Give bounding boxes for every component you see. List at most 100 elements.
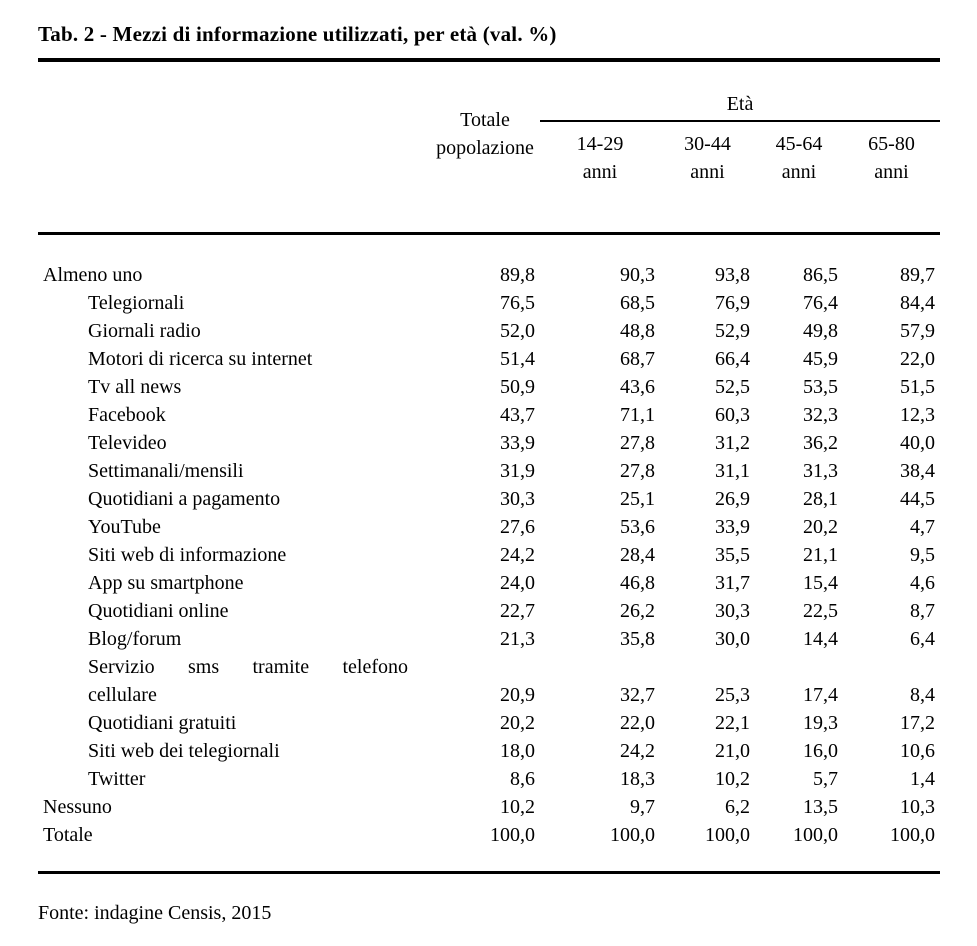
value-cell: 6,2 xyxy=(725,796,750,818)
value-cell: 45,9 xyxy=(803,348,838,370)
value-cell: 60,3 xyxy=(715,404,750,426)
table-row: Telegiornali 76,5 68,5 76,9 76,4 84,4 xyxy=(38,289,940,317)
value-cell: 66,4 xyxy=(715,348,750,370)
value-cell: 20,2 xyxy=(500,712,535,734)
value-cell: 31,7 xyxy=(715,572,750,594)
row-label: Almeno uno xyxy=(43,264,143,286)
table-row: Tv all news 50,9 43,6 52,5 53,5 51,5 xyxy=(38,373,940,401)
value-cell: 31,9 xyxy=(500,460,535,482)
table-row: Siti web di informazione 24,2 28,4 35,5 21,1… xyxy=(38,541,940,569)
row-label: Totale xyxy=(43,824,93,846)
value-cell: 22,0 xyxy=(620,712,655,734)
table-row: Totale 100,0 100,0 100,0 100,0 100,0 xyxy=(38,821,940,871)
top-rule xyxy=(38,58,940,62)
total-population-header: Totale popolazione xyxy=(430,62,540,235)
value-cell: 4,7 xyxy=(910,516,936,538)
media-usage-table: Totale popolazione Età 14-29 anni 30-44 … xyxy=(38,62,941,872)
value-cell: 12,3 xyxy=(900,404,936,426)
value-cell: 10,2 xyxy=(715,768,750,790)
row-label: Siti web dei telegiornali xyxy=(88,740,280,762)
age-column-header-45-64: 45-64 anni xyxy=(755,121,843,235)
row-label: App su smartphone xyxy=(88,572,244,594)
table-row: Motori di ricerca su internet 51,4 68,7 66,… xyxy=(38,345,940,373)
table-header: Totale popolazione Età 14-29 anni 30-44 … xyxy=(38,62,941,235)
value-cell: 52,0 xyxy=(500,320,535,342)
row-label: Settimanali/mensili xyxy=(88,460,244,482)
row-label: Giornali radio xyxy=(88,320,201,342)
value-cell: 22,7 xyxy=(500,600,535,622)
value-cell: 32,7 xyxy=(620,684,655,706)
value-cell: 8,7 xyxy=(910,600,936,622)
value-cell: 40,0 xyxy=(900,432,936,454)
value-cell: 44,5 xyxy=(900,488,936,510)
row-label: Telegiornali xyxy=(88,292,185,314)
value-cell: 31,1 xyxy=(715,460,750,482)
value-cell: 14,4 xyxy=(803,628,838,650)
row-label: Nessuno xyxy=(43,796,112,818)
value-cell: 21,0 xyxy=(715,740,750,762)
value-cell: 49,8 xyxy=(803,320,838,342)
value-cell: 10,3 xyxy=(900,796,936,818)
age-column-header-65-80: 65-80 anni xyxy=(843,121,941,235)
value-cell: 17,2 xyxy=(900,712,936,734)
value-cell: 30,3 xyxy=(715,600,750,622)
row-label: Siti web di informazione xyxy=(88,544,287,566)
value-cell: 31,3 xyxy=(803,460,838,482)
value-cell: 35,8 xyxy=(620,628,655,650)
value-cell: 1,4 xyxy=(910,768,936,790)
value-cell: 51,4 xyxy=(500,348,535,370)
value-cell: 33,9 xyxy=(500,432,535,454)
table-row: App su smartphone 24,0 46,8 31,7 15,4 4,6 xyxy=(38,569,940,597)
value-cell: 26,9 xyxy=(715,488,750,510)
value-cell: 86,5 xyxy=(803,264,838,286)
source-note: Fonte: indagine Censis, 2015 xyxy=(38,902,272,924)
table-row: Nessuno 10,2 9,7 6,2 13,5 10,3 xyxy=(38,793,940,821)
age-column-header-14-29: 14-29 anni xyxy=(540,121,660,235)
value-cell: 57,9 xyxy=(900,320,936,342)
table-body: Almeno uno 89,8 90,3 93,8 86,5 89,7 Telegiorna… xyxy=(38,234,940,872)
value-cell: 22,5 xyxy=(803,600,838,622)
row-label: Quotidiani online xyxy=(88,600,229,622)
row-label: Twitter xyxy=(88,768,146,790)
table-title: Tab. 2 - Mezzi di informazione utilizzat… xyxy=(38,22,557,46)
value-cell: 24,2 xyxy=(500,544,535,566)
value-cell: 93,8 xyxy=(715,264,750,286)
row-label-column-header xyxy=(38,62,430,235)
value-cell: 10,6 xyxy=(900,740,936,762)
value-cell: 8,6 xyxy=(510,768,535,790)
value-cell: 22,0 xyxy=(900,348,936,370)
value-cell: 18,0 xyxy=(500,740,535,762)
value-cell: 6,4 xyxy=(910,628,936,650)
value-cell: 48,8 xyxy=(620,320,655,342)
value-cell: 21,1 xyxy=(803,544,838,566)
row-label: Quotidiani a pagamento xyxy=(88,488,281,510)
table-row: YouTube 27,6 53,6 33,9 20,2 4,7 xyxy=(38,513,940,541)
value-cell: 53,5 xyxy=(803,376,838,398)
row-label: Blog/forum xyxy=(88,628,182,650)
value-cell: 33,9 xyxy=(715,516,750,538)
value-cell: 24,0 xyxy=(500,572,535,594)
value-cell: 24,2 xyxy=(620,740,655,762)
value-cell: 31,2 xyxy=(715,432,750,454)
value-cell: 20,2 xyxy=(803,516,838,538)
value-cell: 30,3 xyxy=(500,488,535,510)
table-row: Quotidiani gratuiti 20,2 22,0 22,1 19,3 17,2 xyxy=(38,709,940,737)
value-cell: 90,3 xyxy=(620,264,655,286)
table-row: Televideo 33,9 27,8 31,2 36,2 40,0 xyxy=(38,429,940,457)
value-cell: 89,7 xyxy=(900,264,936,286)
age-column-header-30-44: 30-44 anni xyxy=(660,121,755,235)
value-cell: 76,4 xyxy=(803,292,838,314)
value-cell: 9,5 xyxy=(910,544,936,566)
value-cell: 53,6 xyxy=(620,516,655,538)
value-cell: 84,4 xyxy=(900,292,936,314)
table-row: Quotidiani a pagamento 30,3 25,1 26,9 28,1 44… xyxy=(38,485,940,513)
age-group-header: Età xyxy=(540,62,941,122)
value-cell: 30,0 xyxy=(715,628,750,650)
row-label: YouTube xyxy=(88,516,161,538)
value-cell: 100,0 xyxy=(890,824,936,846)
value-cell: 25,1 xyxy=(620,488,655,510)
value-cell: 28,1 xyxy=(803,488,838,510)
value-cell: 25,3 xyxy=(715,684,750,706)
value-cell: 4,6 xyxy=(910,572,936,594)
